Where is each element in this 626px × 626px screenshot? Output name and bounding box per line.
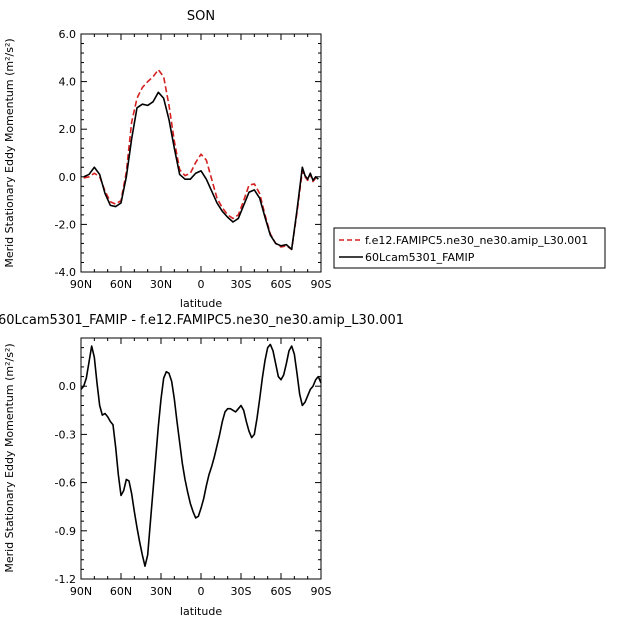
top-axis-ticks bbox=[80, 33, 322, 273]
top-x-tick-label: 60N bbox=[110, 278, 132, 291]
top-x-tick-label: 30S bbox=[231, 278, 252, 291]
top-y-tick-label: 6.0 bbox=[59, 28, 77, 41]
legend-label-series-1: f.e12.FAMIPC5.ne30_ne30.amip_L30.001 bbox=[365, 234, 588, 247]
bottom-series-line-1 bbox=[80, 343, 322, 567]
bottom-y-tick-label: -0.9 bbox=[55, 525, 76, 538]
top-x-axis-label: latitude bbox=[180, 297, 222, 310]
bottom-chart-title: 60Lcam5301_FAMIP - f.e12.FAMIPC5.ne30_ne… bbox=[0, 313, 404, 328]
bottom-x-axis-label: latitude bbox=[180, 605, 222, 618]
bottom-series-lines bbox=[80, 343, 322, 567]
top-series-lines bbox=[83, 68, 319, 251]
top-plot-frame bbox=[80, 33, 322, 273]
top-x-tick-label: 60S bbox=[271, 278, 292, 291]
bottom-y-tick-label: -0.3 bbox=[55, 428, 76, 441]
bottom-x-tick-label: 60N bbox=[110, 585, 132, 598]
top-x-tick-label: 30N bbox=[150, 278, 172, 291]
bottom-x-tick-label: 0 bbox=[198, 585, 205, 598]
top-panel: SON 90N 60N 30N 0 30S 60S 90S -4.0 -2.0 0.0 2.0 4.… bbox=[3, 9, 606, 310]
legend-label-series-2: 60Lcam5301_FAMIP bbox=[365, 251, 475, 264]
bottom-y-tick-label: 0.0 bbox=[59, 380, 77, 393]
top-y-tick-label: -2.0 bbox=[55, 218, 76, 231]
bottom-x-tick-label: 30N bbox=[150, 585, 172, 598]
top-x-tick-labels: 90N 60N 30N 0 30S 60S 90S bbox=[70, 278, 332, 291]
top-y-tick-label: 2.0 bbox=[59, 123, 77, 136]
bottom-x-tick-label: 60S bbox=[271, 585, 292, 598]
bottom-x-tick-label: 30S bbox=[231, 585, 252, 598]
bottom-y-tick-label: -1.2 bbox=[55, 573, 76, 586]
bottom-x-tick-label: 90N bbox=[70, 585, 92, 598]
top-x-tick-label: 90N bbox=[70, 278, 92, 291]
bottom-x-tick-labels: 90N 60N 30N 0 30S 60S 90S bbox=[70, 585, 332, 598]
top-series-line-1 bbox=[83, 68, 319, 251]
top-x-tick-label: 90S bbox=[311, 278, 332, 291]
top-y-tick-label: 0.0 bbox=[59, 171, 77, 184]
legend: f.e12.FAMIPC5.ne30_ne30.amip_L30.001 60L… bbox=[333, 227, 606, 269]
top-chart-title: SON bbox=[187, 9, 215, 24]
top-y-tick-label: -4.0 bbox=[55, 266, 76, 279]
top-y-tick-labels: -4.0 -2.0 0.0 2.0 4.0 6.0 bbox=[55, 28, 76, 279]
top-x-tick-label: 0 bbox=[198, 278, 205, 291]
bottom-axis-ticks bbox=[80, 338, 322, 580]
legend-box bbox=[333, 227, 606, 269]
bottom-panel: 60Lcam5301_FAMIP - f.e12.FAMIPC5.ne30_ne… bbox=[0, 313, 404, 618]
bottom-x-tick-label: 90S bbox=[311, 585, 332, 598]
bottom-y-axis-label: Merid Stationary Eddy Momentum (m²/s²) bbox=[3, 343, 16, 572]
bottom-y-tick-label: -0.6 bbox=[55, 477, 76, 490]
bottom-y-tick-labels: -1.2 -0.9 -0.6 -0.3 0.0 bbox=[55, 380, 76, 586]
top-series-line-2 bbox=[83, 91, 319, 251]
top-y-axis-label: Merid Stationary Eddy Momentum (m²/s²) bbox=[3, 38, 16, 267]
top-y-tick-label: 4.0 bbox=[59, 76, 77, 89]
